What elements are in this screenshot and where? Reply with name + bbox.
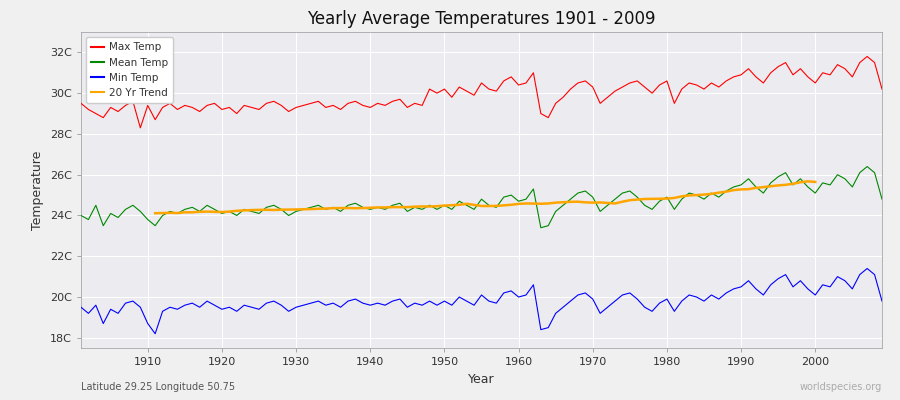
Title: Yearly Average Temperatures 1901 - 2009: Yearly Average Temperatures 1901 - 2009 bbox=[307, 10, 656, 28]
Legend: Max Temp, Mean Temp, Min Temp, 20 Yr Trend: Max Temp, Mean Temp, Min Temp, 20 Yr Tre… bbox=[86, 37, 174, 103]
X-axis label: Year: Year bbox=[468, 372, 495, 386]
Text: worldspecies.org: worldspecies.org bbox=[800, 382, 882, 392]
Text: Latitude 29.25 Longitude 50.75: Latitude 29.25 Longitude 50.75 bbox=[81, 382, 235, 392]
Y-axis label: Temperature: Temperature bbox=[32, 150, 44, 230]
